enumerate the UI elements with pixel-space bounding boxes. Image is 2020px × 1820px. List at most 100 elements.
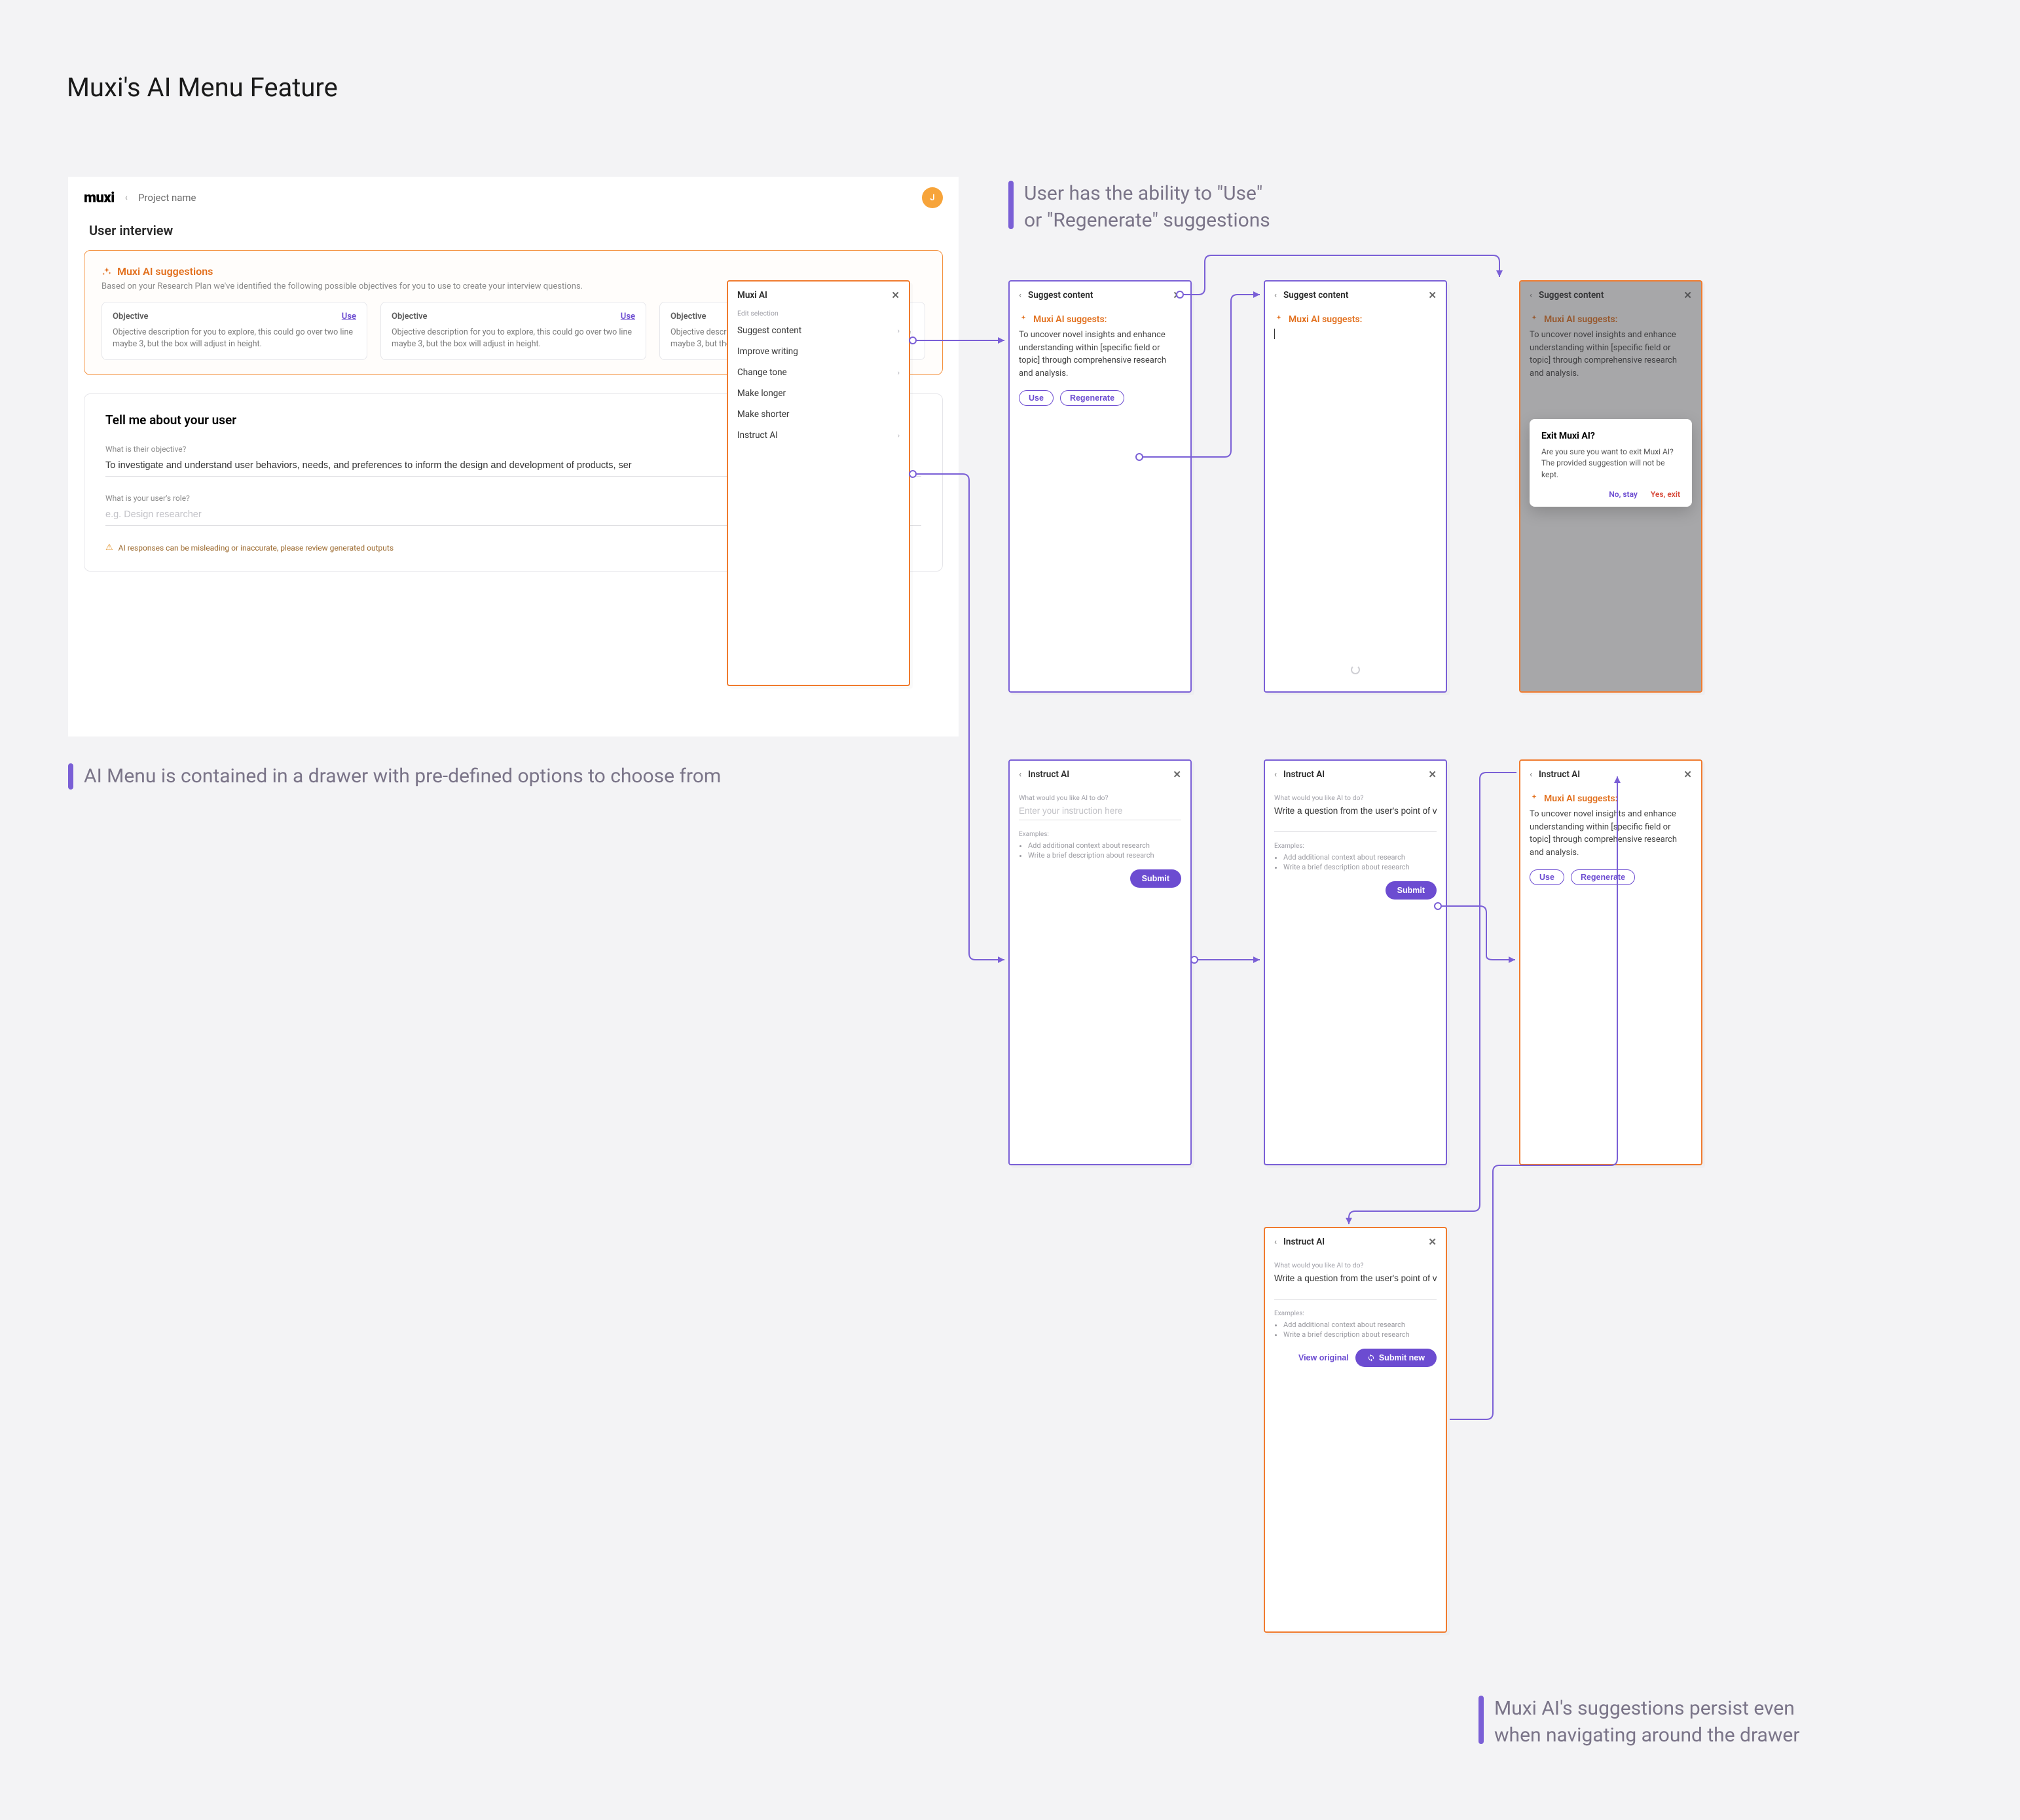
instruction-input[interactable]: [1274, 1271, 1437, 1300]
submit-button[interactable]: Submit: [1130, 869, 1181, 888]
close-icon[interactable]: ✕: [1173, 769, 1181, 780]
menu-item-change-tone[interactable]: Change tone ›: [728, 362, 909, 383]
back-icon[interactable]: ‹: [1274, 770, 1277, 780]
panel-title: Instruct AI: [1028, 769, 1167, 780]
example-item: Add additional context about research: [1283, 1320, 1437, 1330]
breadcrumb-chevron-icon: ‹: [125, 192, 128, 203]
suggest-content-panel-result: ‹ Suggest content ✕ Muxi AI suggests: To…: [1008, 280, 1192, 693]
chevron-right-icon: ›: [898, 431, 900, 440]
example-item: Add additional context about research: [1028, 841, 1181, 850]
examples-list: Add additional context about research Wr…: [1010, 841, 1190, 860]
instruct-label: What would you like AI to do?: [1265, 1254, 1446, 1271]
examples-label: Examples:: [1010, 820, 1190, 841]
annotation-bar: [1478, 1696, 1484, 1744]
ai-suggests-label: Muxi AI suggests:: [1544, 793, 1618, 804]
annotation-use-regenerate: User has the ability to "Use" or "Regene…: [1008, 181, 1270, 234]
modal-title: Exit Muxi AI?: [1541, 431, 1680, 441]
panel-title: Suggest content: [1283, 290, 1423, 300]
drawer-section-label: Edit selection: [728, 304, 909, 320]
annotation-text: Muxi AI's suggestions persist even when …: [1494, 1696, 1800, 1749]
sparkle-icon: [1019, 314, 1029, 325]
back-icon[interactable]: ‹: [1274, 291, 1277, 300]
modal-stay-button[interactable]: No, stay: [1609, 490, 1638, 499]
submit-button[interactable]: Submit: [1386, 881, 1437, 900]
chevron-right-icon: ›: [898, 369, 900, 377]
instruct-panel-filled: ‹ Instruct AI ✕ What would you like AI t…: [1264, 759, 1447, 1165]
suggest-content-panel-exit: ‹ Suggest content ✕ Muxi AI suggests: To…: [1519, 280, 1702, 693]
close-icon[interactable]: ✕: [1428, 289, 1437, 301]
annotation-text: AI Menu is contained in a drawer with pr…: [84, 763, 721, 790]
back-icon[interactable]: ‹: [1019, 291, 1021, 300]
close-icon[interactable]: ✕: [1428, 1236, 1437, 1248]
menu-item-improve-writing[interactable]: Improve writing: [728, 341, 909, 362]
objective-use-link[interactable]: Use: [621, 312, 635, 321]
example-item: Write a brief description about research: [1283, 1330, 1437, 1339]
annotation-bar: [1008, 181, 1014, 229]
objective-card: Objective Use Objective description for …: [101, 302, 367, 360]
objective-label: Objective: [113, 312, 149, 321]
example-item: Write a brief description about research: [1283, 862, 1437, 872]
annotation-text: User has the ability to "Use" or "Regene…: [1024, 181, 1270, 234]
examples-list: Add additional context about research Wr…: [1265, 1320, 1446, 1339]
app-logo: muxi: [84, 190, 115, 206]
menu-item-label: Make shorter: [737, 409, 790, 420]
menu-item-label: Improve writing: [737, 346, 798, 357]
examples-label: Examples:: [1265, 1300, 1446, 1320]
sparkle-icon: [1530, 793, 1540, 804]
menu-item-label: Change tone: [737, 367, 787, 378]
submit-new-label: Submit new: [1379, 1353, 1425, 1362]
use-button[interactable]: Use: [1530, 869, 1564, 885]
instruction-input[interactable]: [1274, 803, 1437, 832]
menu-item-suggest-content[interactable]: Suggest content›: [728, 320, 909, 341]
user-avatar[interactable]: J: [922, 187, 943, 208]
suggestion-text: To uncover novel insights and enhance un…: [1010, 329, 1190, 386]
regenerate-button[interactable]: Regenerate: [1571, 869, 1635, 885]
submit-new-button[interactable]: Submit new: [1355, 1349, 1437, 1367]
suggestion-text: To uncover novel insights and enhance un…: [1520, 808, 1701, 865]
instruct-panel-result: ‹ Instruct AI ✕ Muxi AI suggests: To unc…: [1519, 759, 1702, 1165]
close-icon[interactable]: ✕: [1683, 769, 1692, 780]
instruct-panel-empty: ‹ Instruct AI ✕ What would you like AI t…: [1008, 759, 1192, 1165]
use-button[interactable]: Use: [1019, 390, 1054, 406]
menu-item-make-longer[interactable]: Make longer: [728, 383, 909, 404]
ai-menu-drawer: Muxi AI ✕ Edit selection Suggest content…: [727, 280, 910, 686]
app-header: muxi ‹ Project name J: [68, 177, 959, 219]
objective-card: Objective Use Objective description for …: [380, 302, 646, 360]
warning-text: AI responses can be misleading or inaccu…: [119, 543, 394, 553]
section-title: User interview: [89, 223, 938, 238]
sparkle-icon: [101, 266, 112, 277]
ai-card-header: Muxi AI suggestions: [117, 265, 213, 278]
close-icon[interactable]: ✕: [1173, 289, 1181, 301]
instruct-panel-revisit: ‹ Instruct AI ✕ What would you like AI t…: [1264, 1227, 1447, 1633]
close-icon[interactable]: ✕: [891, 289, 900, 301]
panel-title: Suggest content: [1028, 290, 1167, 300]
panel-title: Instruct AI: [1539, 769, 1678, 780]
loading-spinner-icon: [1351, 665, 1360, 674]
objective-desc: Objective description for you to explore…: [113, 327, 356, 350]
menu-item-label: Make longer: [737, 388, 786, 399]
annotation-bar: [68, 763, 73, 790]
instruction-input[interactable]: [1019, 803, 1181, 820]
objective-use-link[interactable]: Use: [342, 312, 356, 321]
example-item: Write a brief description about research: [1028, 850, 1181, 860]
warning-icon: ⚠: [105, 543, 113, 553]
suggest-content-panel-loading: ‹ Suggest content ✕ Muxi AI suggests:: [1264, 280, 1447, 693]
exit-confirm-modal: Exit Muxi AI? Are you sure you want to e…: [1530, 419, 1692, 507]
menu-item-label: Instruct AI: [737, 430, 778, 441]
menu-item-make-shorter[interactable]: Make shorter: [728, 404, 909, 425]
back-icon[interactable]: ‹: [1530, 770, 1532, 780]
objective-label: Objective: [670, 312, 707, 321]
back-icon[interactable]: ‹: [1019, 770, 1021, 780]
view-original-button[interactable]: View original: [1298, 1353, 1349, 1362]
regenerate-button[interactable]: Regenerate: [1060, 390, 1124, 406]
modal-exit-button[interactable]: Yes, exit: [1651, 490, 1680, 499]
annotation-persist: Muxi AI's suggestions persist even when …: [1478, 1696, 1800, 1749]
instruct-label: What would you like AI to do?: [1010, 787, 1190, 803]
ai-suggests-label: Muxi AI suggests:: [1033, 314, 1107, 325]
objective-desc: Objective description for you to explore…: [392, 327, 635, 350]
menu-item-instruct-ai[interactable]: Instruct AI ›: [728, 425, 909, 446]
breadcrumb-project[interactable]: Project name: [138, 192, 196, 204]
instruct-label: What would you like AI to do?: [1265, 787, 1446, 803]
back-icon[interactable]: ‹: [1274, 1237, 1277, 1247]
close-icon[interactable]: ✕: [1428, 769, 1437, 780]
